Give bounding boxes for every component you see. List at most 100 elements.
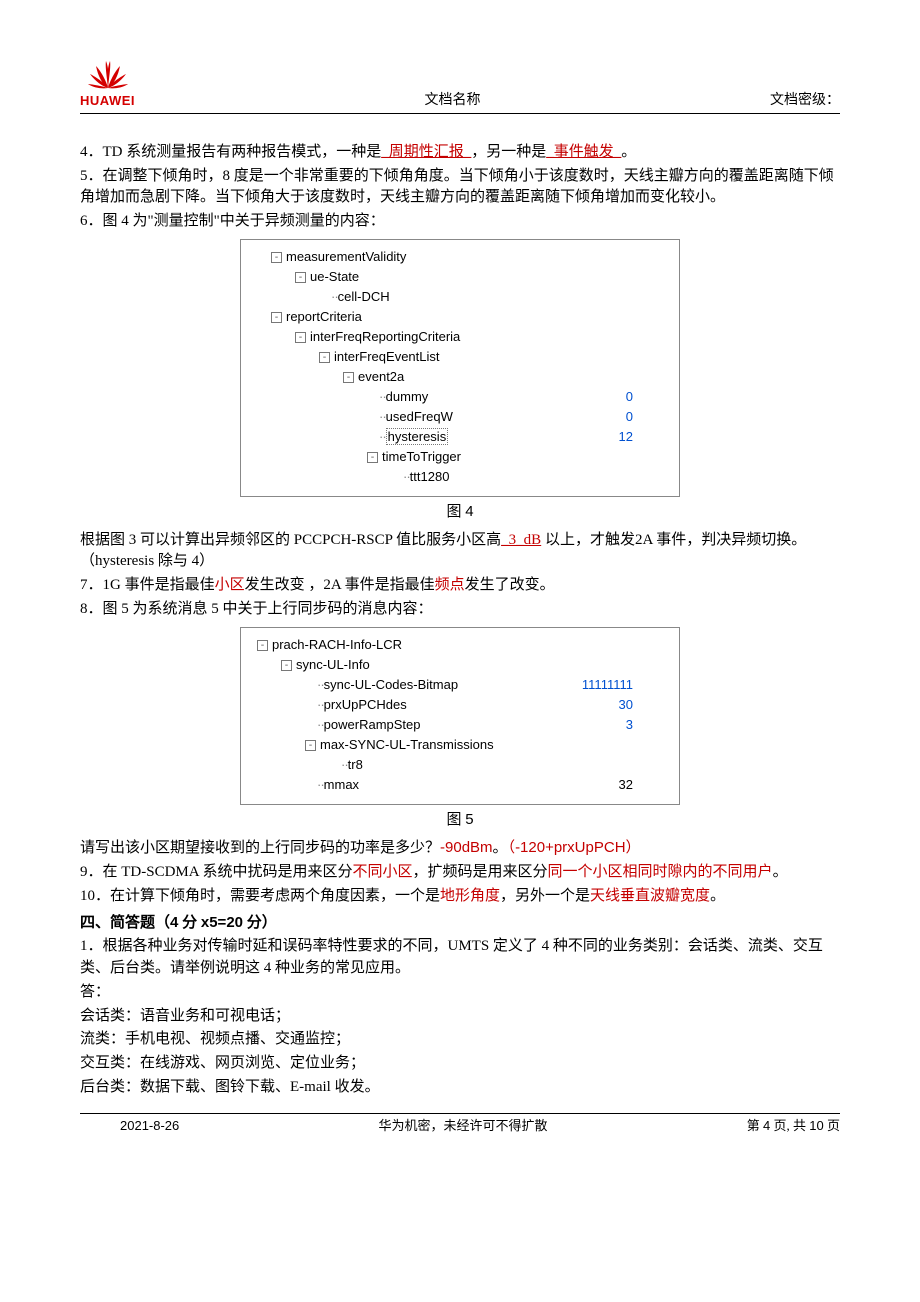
footer-right: 第 4 页, 共 10 页 bbox=[747, 1117, 840, 1136]
tree-value: 32 bbox=[619, 776, 673, 795]
p10-mid: ，另外一个是 bbox=[500, 888, 590, 904]
para-7: 7．1G 事件是指最佳小区发生改变 ，2A 事件是指最佳频点发生了改变。 bbox=[80, 575, 840, 597]
p9-post: 。 bbox=[773, 864, 788, 880]
brand-text: HUAWEI bbox=[80, 92, 135, 111]
tree-row: ·· tr8 bbox=[247, 756, 673, 776]
tree-value: 3 bbox=[626, 716, 673, 735]
fr-pre: 第 bbox=[747, 1118, 763, 1133]
para-8b: 请写出该小区期望接收到的上行同步码的功率是多少？-90dBm。（-120+prx… bbox=[80, 837, 840, 860]
caption-fig4: 图 4 bbox=[80, 501, 840, 524]
cap4-n: 4 bbox=[465, 503, 473, 520]
tree-expand-icon: - bbox=[271, 252, 282, 263]
p6b-pre: 根据图 3 可以计算出异频邻区的 PCCPCH-RSCP 值比服务小区高 bbox=[80, 532, 501, 548]
p6b-a: _3_dB bbox=[501, 532, 541, 548]
tree-row: -event2a bbox=[247, 368, 673, 388]
tree-label: event2a bbox=[358, 368, 404, 387]
p10-pre: 10．在计算下倾角时，需要考虑两个角度因素，一个是 bbox=[80, 888, 440, 904]
tree-label: hysteresis bbox=[386, 428, 449, 447]
p7-mid: 发生改变 ，2A 事件是指最佳 bbox=[245, 577, 435, 593]
caption-fig5: 图 5 bbox=[80, 809, 840, 832]
p8b-b: （-120+prxUpPCH） bbox=[508, 839, 641, 856]
p7-post: 发生了改变。 bbox=[465, 577, 555, 593]
s4-t3: 分 bbox=[178, 915, 201, 931]
tree-label: tr8 bbox=[348, 756, 363, 775]
ans-line-1: 会话类：语音业务和可视电话； bbox=[80, 1006, 840, 1028]
ans-line-3: 交互类：在线游戏、网页浏览、定位业务； bbox=[80, 1053, 840, 1075]
tree-row: -ue-State bbox=[247, 268, 673, 288]
s4-t4: x5=20 bbox=[201, 914, 243, 931]
page-footer: 2021-8-26 华为机密，未经许可不得扩散 第 4 页, 共 10 页 bbox=[80, 1113, 840, 1136]
tree-fig5: -prach-RACH-Info-LCR-sync-UL-Info·· sync… bbox=[240, 627, 680, 805]
tree-label: interFreqEventList bbox=[334, 348, 440, 367]
p10-post: 。 bbox=[710, 888, 725, 904]
tree-fig4: -measurementValidity-ue-State·· cell-DCH… bbox=[240, 239, 680, 497]
tree-label: ue-State bbox=[310, 268, 359, 287]
p8b-pre: 请写出该小区期望接收到的上行同步码的功率是多少？ bbox=[80, 840, 440, 856]
tree-value: 30 bbox=[619, 696, 673, 715]
tree-expand-icon: - bbox=[319, 352, 330, 363]
tree-expand-icon: - bbox=[281, 660, 292, 671]
tree-row: ·· prxUpPCHdes30 bbox=[247, 696, 673, 716]
p4-post: 。 bbox=[621, 144, 636, 160]
para-9: 9．在 TD-SCDMA 系统中扰码是用来区分不同小区，扩频码是用来区分同一个小… bbox=[80, 862, 840, 884]
tree-expand-icon: - bbox=[295, 332, 306, 343]
cap5-n: 5 bbox=[465, 811, 473, 828]
p8b-mid: 。 bbox=[493, 840, 508, 856]
fr-t: 10 bbox=[809, 1118, 823, 1133]
tree-label: reportCriteria bbox=[286, 308, 362, 327]
tree-label: cell-DCH bbox=[338, 288, 390, 307]
tree-label: prxUpPCHdes bbox=[324, 696, 407, 715]
logo-block: HUAWEI bbox=[80, 60, 135, 111]
p4-ans2: _事件触发_ bbox=[546, 144, 621, 160]
footer-date-text: 2021-8-26 bbox=[120, 1118, 179, 1133]
tree-row: -timeToTrigger bbox=[247, 448, 673, 468]
s4-t1: 四、简答题（ bbox=[80, 915, 170, 931]
section-4-heading: 四、简答题（4 分 x5=20 分） bbox=[80, 912, 840, 935]
tree-row: ·· mmax32 bbox=[247, 776, 673, 796]
tree-row: -interFreqReportingCriteria bbox=[247, 328, 673, 348]
tree-value: 12 bbox=[619, 428, 673, 447]
tree-label: max-SYNC-UL-Transmissions bbox=[320, 736, 494, 755]
tree-row: -sync-UL-Info bbox=[247, 656, 673, 676]
tree-row: ·· dummy0 bbox=[247, 388, 673, 408]
para-10: 10．在计算下倾角时，需要考虑两个角度因素，一个是地形角度，另外一个是天线垂直波… bbox=[80, 886, 840, 908]
tree-expand-icon: - bbox=[257, 640, 268, 651]
p7-pre: 7．1G 事件是指最佳 bbox=[80, 577, 215, 593]
tree-label: prach-RACH-Info-LCR bbox=[272, 636, 402, 655]
tree-label: ttt1280 bbox=[410, 468, 450, 487]
cap5-zh: 图 bbox=[446, 812, 465, 828]
tree-label: mmax bbox=[324, 776, 359, 795]
tree-label: usedFreqW bbox=[386, 408, 453, 427]
tree-expand-icon: - bbox=[295, 272, 306, 283]
p9-pre: 9．在 TD-SCDMA 系统中扰码是用来区分 bbox=[80, 864, 353, 880]
tree-expand-icon: - bbox=[305, 740, 316, 751]
para-4: 4．TD 系统测量报告有两种报告模式，一种是_周期性汇报_，另一种是_事件触发_… bbox=[80, 142, 840, 164]
tree-row: ·· powerRampStep3 bbox=[247, 716, 673, 736]
ans-line-4: 后台类：数据下载、图铃下载、E-mail 收发。 bbox=[80, 1077, 840, 1099]
tree-label: interFreqReportingCriteria bbox=[310, 328, 460, 347]
header-center: 文档名称 bbox=[135, 91, 770, 111]
tree-row: ·· sync-UL-Codes-Bitmap11111111 bbox=[247, 676, 673, 696]
header-right: 文档密级： bbox=[770, 91, 840, 111]
tree-value: 11111111 bbox=[582, 676, 673, 695]
tree-value: 0 bbox=[626, 388, 673, 407]
p10-b: 天线垂直波瓣宽度 bbox=[590, 888, 710, 904]
para-8: 8．图 5 为系统消息 5 中关于上行同步码的消息内容： bbox=[80, 599, 840, 621]
tree-value: 0 bbox=[626, 408, 673, 427]
tree-label: powerRampStep bbox=[324, 716, 421, 735]
tree-row: -interFreqEventList bbox=[247, 348, 673, 368]
para-5: 5．在调整下倾角时，8 度是一个非常重要的下倾角角度。当下倾角小于该度数时，天线… bbox=[80, 166, 840, 210]
tree-expand-icon: - bbox=[367, 452, 378, 463]
huawei-logo-icon bbox=[88, 60, 128, 92]
fr-post: 页 bbox=[824, 1118, 840, 1133]
p9-b: 同一个小区相同时隙内的不同用户 bbox=[548, 864, 773, 880]
tree-label: dummy bbox=[386, 388, 429, 407]
cap4-zh: 图 bbox=[446, 504, 465, 520]
s4-t5: 分） bbox=[243, 915, 277, 931]
para-6: 6．图 4 为"测量控制"中关于异频测量的内容： bbox=[80, 211, 840, 233]
fr-mid: 页, 共 bbox=[770, 1118, 809, 1133]
p7-a: 小区 bbox=[215, 577, 245, 593]
p8b-a: -90dBm bbox=[440, 839, 493, 856]
tree-expand-icon: - bbox=[343, 372, 354, 383]
page-header: HUAWEI 文档名称 文档密级： bbox=[80, 60, 840, 114]
